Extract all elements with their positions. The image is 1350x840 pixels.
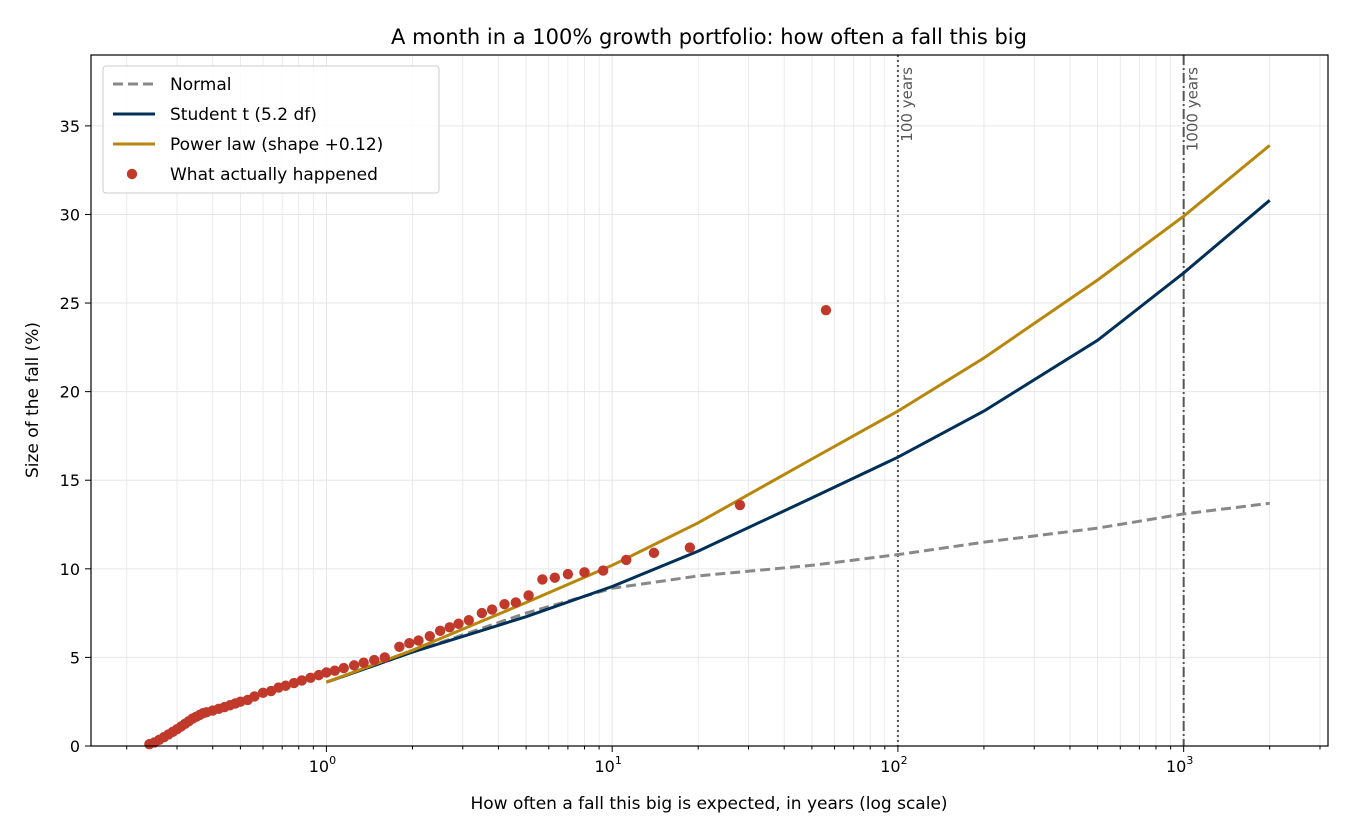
data-point — [537, 574, 548, 585]
series-lines — [325, 144, 1271, 684]
data-point — [444, 622, 455, 633]
data-point — [288, 677, 300, 689]
series-line — [325, 144, 1271, 684]
data-point — [476, 607, 488, 619]
x-tick-label: 100 — [309, 754, 336, 776]
reference-line-label: 1000 years — [1184, 67, 1202, 151]
legend-box — [102, 65, 440, 194]
y-tick-label: 35 — [60, 117, 80, 136]
data-point — [394, 641, 405, 652]
y-axis-ticks: 0 5 10 15 20 25 30 35 — [60, 117, 91, 756]
x-tick-label: 101 — [594, 754, 621, 776]
series-line — [325, 199, 1271, 684]
data-point — [296, 675, 307, 686]
data-point — [404, 638, 415, 649]
data-point — [579, 567, 590, 578]
data-point — [321, 667, 332, 678]
data-point — [358, 657, 369, 668]
chart-title: A month in a 100% growth portfolio: how … — [391, 25, 1027, 49]
legend-marker — [126, 168, 138, 180]
x-axis-ticks: 100 101 102 103 — [126, 746, 1321, 776]
y-tick-label: 10 — [60, 560, 80, 579]
y-tick-label: 30 — [60, 205, 80, 224]
data-point — [486, 604, 498, 615]
data-point — [597, 565, 609, 576]
y-tick-label: 20 — [60, 383, 80, 402]
data-point — [453, 618, 464, 629]
data-point — [463, 615, 475, 626]
legend-label: What actually happened — [170, 165, 378, 185]
data-point — [329, 665, 341, 676]
data-point — [257, 687, 269, 699]
data-point — [379, 652, 390, 663]
y-axis-label: Size of the fall (%) — [23, 322, 43, 478]
y-tick-label: 25 — [60, 294, 80, 313]
data-point — [434, 625, 446, 637]
y-tick-label: 15 — [60, 471, 80, 490]
legend: Normal Student t (5.2 df) Power law (shape… — [102, 65, 440, 194]
x-tick-label: 102 — [880, 754, 907, 776]
legend-label: Normal — [170, 75, 232, 95]
data-point — [413, 635, 424, 646]
reference-lines: 100 years 1000 years — [896, 55, 1202, 746]
plot-frame — [90, 54, 1329, 747]
data-point — [305, 672, 316, 683]
data-points — [144, 304, 832, 750]
data-point — [249, 691, 260, 702]
data-point — [549, 572, 561, 583]
data-point — [510, 597, 522, 608]
legend-label: Power law (shape +0.12) — [170, 135, 383, 155]
y-tick-label: 0 — [70, 737, 80, 756]
data-point — [280, 680, 291, 691]
data-point — [621, 554, 632, 566]
data-point — [523, 590, 534, 601]
series-line — [325, 501, 1270, 684]
y-tick-label: 5 — [70, 648, 80, 667]
reference-line-label: 100 years — [898, 67, 916, 142]
data-point — [820, 304, 832, 316]
x-axis-label: How often a fall this big is expected, i… — [470, 794, 947, 814]
data-point — [369, 654, 380, 666]
legend-label: Student t (5.2 df) — [170, 105, 317, 125]
data-point — [684, 542, 696, 553]
data-point — [562, 568, 574, 580]
data-point — [348, 660, 360, 671]
data-point — [648, 547, 660, 559]
data-point — [734, 499, 746, 511]
data-point — [424, 630, 435, 642]
x-tick-label: 103 — [1166, 754, 1193, 776]
data-point — [338, 662, 349, 674]
data-point — [499, 599, 510, 610]
